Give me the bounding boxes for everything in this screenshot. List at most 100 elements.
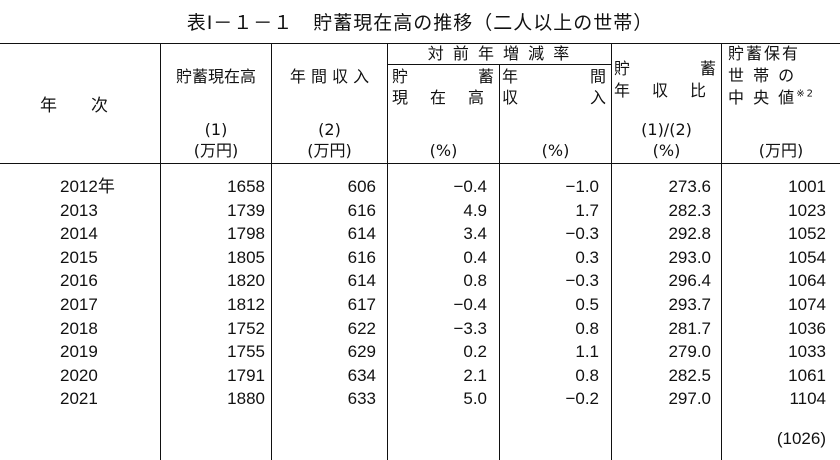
cell-yoy-savings: 3.4 — [463, 224, 487, 244]
cell-yoy-savings: −0.4 — [453, 295, 487, 314]
cell-income: 614 — [347, 224, 376, 244]
header-savings-unit: (万円) — [193, 141, 239, 160]
cell-year: 2018 — [60, 318, 98, 338]
cell-median: 1036 — [788, 318, 826, 338]
cell-ratio: 292.8 — [668, 224, 711, 244]
cell-yoy-income: 1.7 — [575, 200, 599, 220]
cell-ratio: 296.4 — [668, 271, 711, 291]
header-yoy-savings-c: 現 在 高 — [392, 88, 488, 107]
cell-savings: 1739 — [227, 200, 265, 220]
cell-median: 1074 — [788, 295, 826, 314]
header-income: 年 間 収 入 — [289, 67, 370, 86]
cell-savings: 1791 — [227, 365, 265, 385]
cell-yoy-savings: 0.4 — [463, 247, 487, 267]
cell-income: 633 — [347, 389, 376, 409]
header-median-unit: (万円) — [758, 141, 804, 160]
header-median-c: 中 央 値※2 — [728, 88, 815, 108]
cell-yoy-savings: −3.3 — [453, 318, 487, 338]
cell-year: 2017 — [60, 295, 98, 314]
header-yoy-income-unit: (%) — [541, 141, 570, 160]
cell-yoy-savings: −0.4 — [453, 177, 487, 196]
cell-savings: 1820 — [227, 271, 265, 291]
col-divider-2 — [271, 43, 272, 460]
cell-yoy-income: −0.2 — [565, 389, 599, 409]
cell-yoy-income: −0.3 — [565, 271, 599, 291]
cell-yoy-savings: 4.9 — [463, 200, 487, 220]
cell-median: 1001 — [788, 177, 826, 196]
cell-median: 1052 — [788, 224, 826, 244]
cell-year: 2013 — [60, 200, 98, 220]
cell-yoy-income: −1.0 — [565, 177, 599, 196]
cell-income: 617 — [347, 295, 376, 314]
cell-income: 616 — [347, 247, 376, 267]
cell-ratio: 297.0 — [668, 389, 711, 409]
header-yoy-income-c: 収 — [502, 88, 519, 107]
table-title: 表Ⅰ－１－１ 貯蓄現在高の推移（二人以上の世帯） — [186, 12, 654, 34]
cell-year: 2015 — [60, 247, 98, 267]
cell-median: 1054 — [788, 247, 826, 267]
header-median-b: 世 帯 の — [728, 66, 797, 85]
cell-income: 622 — [347, 318, 376, 338]
cell-savings: 1812 — [227, 295, 265, 314]
cell-yoy-savings: 2.1 — [463, 365, 487, 385]
header-yoy-income-b: 間 — [590, 67, 607, 86]
header-income-unit: (万円) — [307, 141, 352, 160]
col-divider-4 — [499, 64, 500, 460]
cell-median: 1061 — [788, 365, 826, 385]
col-divider-3 — [387, 43, 388, 460]
cell-yoy-income: 0.8 — [575, 318, 599, 338]
cell-yoy-income: 0.5 — [575, 295, 599, 314]
header-median-a: 貯蓄保有 — [728, 44, 801, 63]
header-ratio-b: 蓄 — [700, 59, 717, 78]
cell-median: 1104 — [789, 389, 826, 409]
cell-savings: 1798 — [227, 224, 265, 244]
cell-savings: 1880 — [227, 389, 265, 409]
col-divider-5 — [611, 43, 612, 460]
header-yoy-savings-b: 蓄 — [478, 67, 495, 86]
cell-yoy-income: −0.3 — [565, 224, 599, 244]
cell-ratio: 293.7 — [668, 295, 711, 314]
header-bottom-rule — [0, 163, 840, 164]
header-yoy-group: 対 前 年 増 減 率 — [427, 44, 572, 63]
header-yoy-savings-a: 貯 — [392, 67, 409, 86]
cell-year: 2021 — [60, 389, 98, 409]
cell-yoy-income: 0.8 — [575, 365, 599, 385]
cell-ratio: 282.5 — [668, 365, 711, 385]
cell-savings: 1755 — [227, 342, 265, 362]
top-rule — [0, 43, 840, 44]
cell-income: 606 — [347, 177, 376, 196]
header-ratio-c: 年 収 比 — [614, 81, 710, 100]
cell-ratio: 281.7 — [668, 318, 711, 338]
cell-ratio: 282.3 — [668, 200, 711, 220]
col-divider-1 — [160, 43, 161, 460]
cell-year: 2020 — [60, 365, 98, 385]
header-ratio-index: (1)/(2) — [641, 120, 692, 139]
cell-income: 629 — [347, 342, 376, 362]
cell-year: 2012年 — [60, 177, 115, 196]
cell-savings: 1658 — [227, 177, 265, 196]
header-savings-index: (1) — [204, 120, 228, 139]
cell-yoy-savings: 0.2 — [463, 342, 487, 362]
header-yoy-savings-unit: (%) — [429, 141, 458, 160]
header-yoy-income-d: 入 — [590, 88, 607, 107]
cell-yoy-income: 1.1 — [575, 342, 599, 362]
cell-median: 1033 — [788, 342, 826, 362]
cell-median: 1023 — [788, 200, 826, 220]
cell-year: 2014 — [60, 224, 98, 244]
col-divider-6 — [721, 43, 722, 460]
header-year: 年 次 — [40, 96, 108, 116]
cell-ratio: 273.6 — [668, 177, 711, 196]
header-median-c-text: 中 央 値 — [728, 88, 797, 107]
cell-year: 2019 — [60, 342, 98, 362]
cell-yoy-income: 0.3 — [575, 247, 599, 267]
cell-savings: 1805 — [227, 247, 265, 267]
header-yoy-income-a: 年 — [502, 67, 519, 86]
header-ratio-a: 貯 — [614, 59, 631, 78]
cell-yoy-savings: 5.0 — [463, 389, 487, 409]
cell-median: 1064 — [788, 271, 826, 291]
cell-ratio: 293.0 — [668, 247, 711, 267]
header-savings: 貯蓄現在高 — [175, 67, 256, 86]
cell-income: 614 — [347, 271, 376, 291]
cell-ratio: 279.0 — [668, 342, 711, 362]
cell-yoy-savings: 0.8 — [463, 271, 487, 291]
